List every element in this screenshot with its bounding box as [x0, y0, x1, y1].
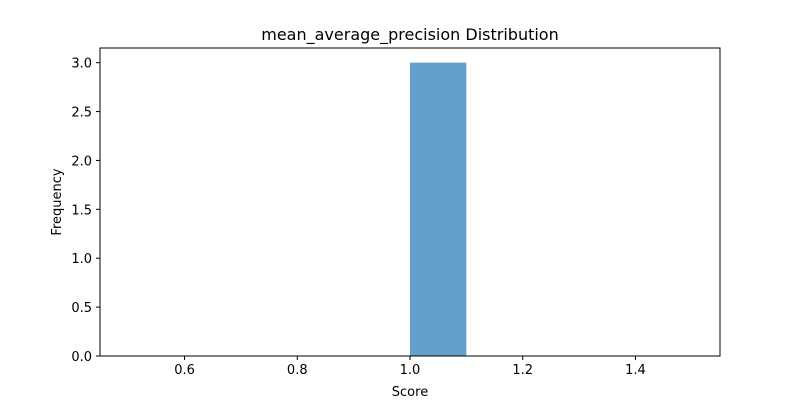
x-tick-label: 0.6 — [174, 363, 195, 378]
x-axis-ticks: 0.6 0.8 1.0 1.2 1.4 — [174, 356, 646, 378]
x-tick-label: 0.8 — [287, 363, 308, 378]
y-tick-label: 0.0 — [71, 350, 92, 365]
bars-group — [410, 62, 467, 357]
x-tick-label: 1.4 — [625, 363, 646, 378]
y-axis-label: Frequency — [50, 168, 65, 235]
y-tick-label: 2.5 — [71, 106, 92, 121]
y-tick-label: 3.0 — [71, 57, 92, 72]
y-axis-ticks: 0.0 0.5 1.0 1.5 2.0 2.5 3.0 — [71, 57, 100, 365]
chart-title: mean_average_precision Distribution — [261, 25, 558, 45]
y-tick-label: 2.0 — [71, 154, 92, 169]
x-axis-label: Score — [392, 385, 428, 400]
y-tick-label: 1.0 — [71, 252, 92, 267]
x-tick-label: 1.0 — [400, 363, 421, 378]
y-tick-label: 1.5 — [71, 203, 92, 218]
x-tick-label: 1.2 — [512, 363, 533, 378]
histogram-bar-0 — [410, 62, 467, 357]
y-tick-label: 0.5 — [71, 301, 92, 316]
